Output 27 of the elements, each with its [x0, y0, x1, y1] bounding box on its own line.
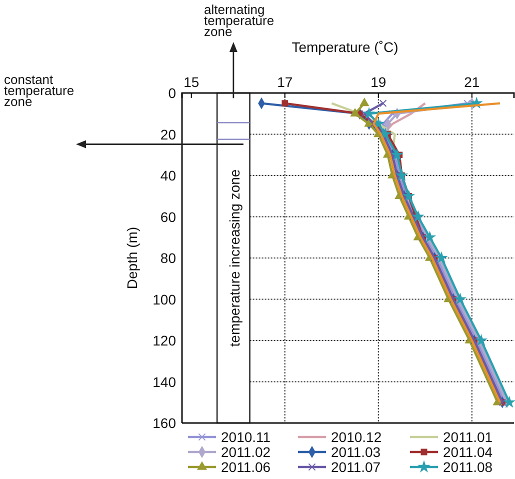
x-tick-label: 19 — [370, 74, 386, 90]
y-axis-title: Depth (m) — [124, 226, 140, 290]
x-tick-label: 17 — [277, 74, 293, 90]
x-tick-label: 21 — [464, 74, 480, 90]
legend-label: 2011.01 — [443, 429, 493, 445]
legend-label: 2011.02 — [221, 444, 271, 460]
y-tick-label: 100 — [152, 291, 176, 308]
legend-label: 2011.06 — [221, 459, 271, 475]
y-tick-label: 40 — [160, 168, 176, 184]
text: constant temperature zone — [4, 72, 74, 109]
y-tick-label: 80 — [160, 250, 176, 266]
x-tick-label: 15 — [184, 74, 200, 90]
y-tick-label: 20 — [160, 126, 176, 142]
band-label: temperature increasing zone — [226, 169, 242, 347]
y-tick-label: 160 — [152, 415, 176, 431]
y-tick-label: 60 — [160, 208, 176, 225]
y-tick-label: 0 — [168, 85, 176, 101]
y-tick-label: 140 — [152, 374, 176, 390]
legend-label: 2010.11 — [221, 429, 271, 445]
legend-label: 2011.04 — [443, 444, 493, 460]
legend-label: 2010.12 — [331, 429, 382, 445]
legend-label: 2011.08 — [443, 459, 493, 475]
y-tick-label: 120 — [152, 332, 176, 348]
x-axis-title: Temperature (˚C) — [292, 39, 398, 55]
legend-label: 2011.03 — [331, 444, 381, 460]
text: alternating temperature zone — [204, 2, 274, 39]
legend-label: 2011.07 — [331, 459, 381, 475]
